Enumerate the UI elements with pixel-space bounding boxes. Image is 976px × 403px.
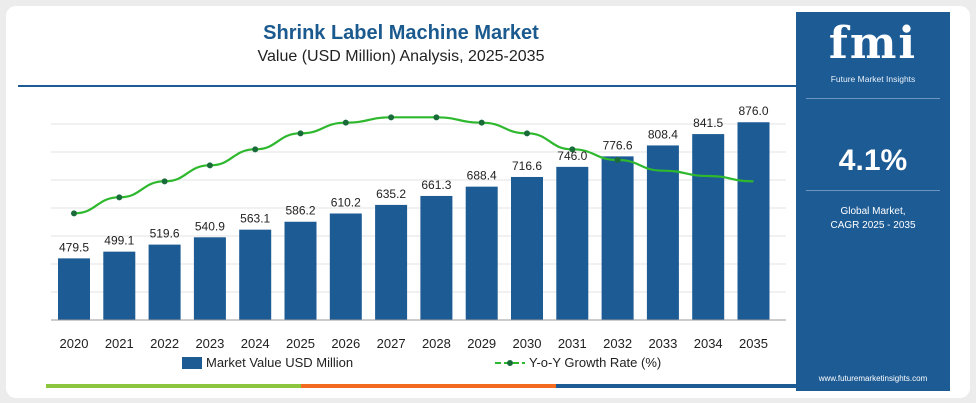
value-label-2033: 808.4 bbox=[648, 127, 678, 141]
bar-2025 bbox=[284, 221, 317, 320]
x-tick-2022: 2022 bbox=[150, 336, 179, 351]
growth-point-2020 bbox=[71, 210, 77, 217]
value-label-2032: 776.6 bbox=[603, 138, 633, 152]
chart-subtitle: Value (USD Million) Analysis, 2025-2035 bbox=[257, 48, 545, 65]
cagr-label-line2: CAGR 2025 - 2035 bbox=[830, 220, 916, 231]
bar-2023 bbox=[193, 237, 226, 320]
value-label-2031: 746.0 bbox=[557, 149, 587, 163]
bar-2034 bbox=[692, 134, 725, 320]
x-tick-2021: 2021 bbox=[105, 336, 134, 351]
bar-2031 bbox=[556, 166, 589, 320]
growth-point-2028 bbox=[433, 114, 440, 121]
chart-title: Shrink Label Machine Market bbox=[263, 22, 539, 44]
growth-point-2027 bbox=[388, 114, 395, 121]
cagr-label: Global Market, CAGR 2025 - 2035 bbox=[796, 205, 950, 233]
growth-point-2025 bbox=[297, 130, 304, 137]
sidebar-divider-middle bbox=[806, 190, 940, 191]
bar-2027 bbox=[375, 204, 408, 320]
x-tick-2024: 2024 bbox=[241, 336, 270, 351]
value-labels: 479.5 499.1 519.6 540.9 563.1 586.2 610.2 635.2… bbox=[59, 104, 769, 254]
bars bbox=[58, 122, 770, 321]
bar-2028 bbox=[420, 195, 453, 320]
bar-2032 bbox=[601, 156, 634, 320]
legend-line-marker bbox=[507, 360, 513, 366]
sidebar-panel: fmi Future Market Insights 4.1% Global M… bbox=[796, 12, 950, 391]
x-tick-2031: 2031 bbox=[558, 336, 587, 351]
growth-point-2032 bbox=[614, 157, 621, 163]
bar-2035 bbox=[737, 122, 770, 321]
growth-point-2031 bbox=[569, 146, 576, 153]
legend: Market Value USD Million Y-o-Y Growth Ra… bbox=[182, 355, 661, 370]
value-label-2029: 688.4 bbox=[467, 169, 497, 183]
accent-bar-green bbox=[46, 384, 301, 388]
x-tick-2034: 2034 bbox=[694, 336, 723, 351]
bar-2020 bbox=[58, 258, 90, 320]
x-tick-2033: 2033 bbox=[648, 336, 677, 351]
value-label-2028: 661.3 bbox=[421, 178, 451, 192]
value-label-2035: 876.0 bbox=[738, 104, 768, 118]
x-tick-2030: 2030 bbox=[513, 336, 542, 351]
legend-line-label: Y-o-Y Growth Rate (%) bbox=[529, 355, 661, 370]
growth-point-2024 bbox=[252, 146, 259, 153]
x-tick-2025: 2025 bbox=[286, 336, 315, 351]
value-label-2030: 716.6 bbox=[512, 159, 542, 173]
accent-bar-blue bbox=[556, 384, 796, 388]
bar-2024 bbox=[239, 229, 272, 320]
x-tick-labels: 2020 2021 2022 2023 2024 2025 2026 2027 2028 2029… bbox=[60, 336, 768, 351]
fmi-logo: fmi bbox=[828, 18, 918, 69]
title-divider bbox=[18, 85, 796, 87]
x-tick-2035: 2035 bbox=[739, 336, 768, 351]
bar-2021 bbox=[103, 251, 136, 320]
growth-point-2030 bbox=[524, 130, 530, 137]
growth-line bbox=[71, 114, 754, 217]
value-label-2034: 841.5 bbox=[693, 116, 723, 130]
cagr-label-line1: Global Market, bbox=[840, 206, 906, 217]
bar-2030 bbox=[511, 176, 543, 320]
accent-bar-orange bbox=[301, 384, 556, 388]
growth-point-2026 bbox=[342, 119, 349, 126]
bar-2022 bbox=[148, 244, 181, 320]
sidebar-divider-top bbox=[806, 98, 940, 99]
x-tick-2032: 2032 bbox=[603, 336, 632, 351]
bar-2026 bbox=[329, 213, 362, 320]
value-label-2022: 519.6 bbox=[150, 227, 180, 241]
legend-bar-label: Market Value USD Million bbox=[206, 355, 353, 370]
growth-point-2023 bbox=[206, 162, 213, 169]
value-label-2021: 499.1 bbox=[104, 234, 134, 248]
bar-line-chart: 479.5 499.1 519.6 540.9 563.1 586.2 610.2 635.2… bbox=[51, 104, 786, 370]
bar-2029 bbox=[465, 186, 498, 320]
growth-point-2029 bbox=[478, 119, 485, 126]
value-label-2027: 635.2 bbox=[376, 187, 406, 201]
value-label-2023: 540.9 bbox=[195, 219, 225, 233]
x-tick-2028: 2028 bbox=[422, 336, 451, 351]
x-tick-2023: 2023 bbox=[195, 336, 224, 351]
growth-point-2021 bbox=[116, 194, 123, 201]
logo-subtitle: Future Market Insights bbox=[830, 74, 916, 84]
value-label-2025: 586.2 bbox=[285, 204, 315, 218]
legend-bar-swatch bbox=[182, 357, 202, 369]
value-label-2024: 563.1 bbox=[240, 212, 270, 226]
x-tick-2027: 2027 bbox=[377, 336, 406, 351]
x-tick-2029: 2029 bbox=[467, 336, 496, 351]
x-tick-2020: 2020 bbox=[60, 336, 89, 351]
growth-point-2022 bbox=[161, 178, 168, 185]
chart-card: Shrink Label Machine Market Value (USD M… bbox=[6, 6, 970, 398]
cagr-value: 4.1% bbox=[838, 144, 908, 177]
website-link[interactable]: www.futuremarketinsights.com bbox=[818, 374, 928, 383]
bar-2033 bbox=[646, 145, 679, 320]
x-tick-2026: 2026 bbox=[331, 336, 360, 351]
value-label-2020: 479.5 bbox=[59, 240, 89, 254]
value-label-2026: 610.2 bbox=[331, 195, 361, 209]
growth-line-path bbox=[73, 116, 754, 215]
